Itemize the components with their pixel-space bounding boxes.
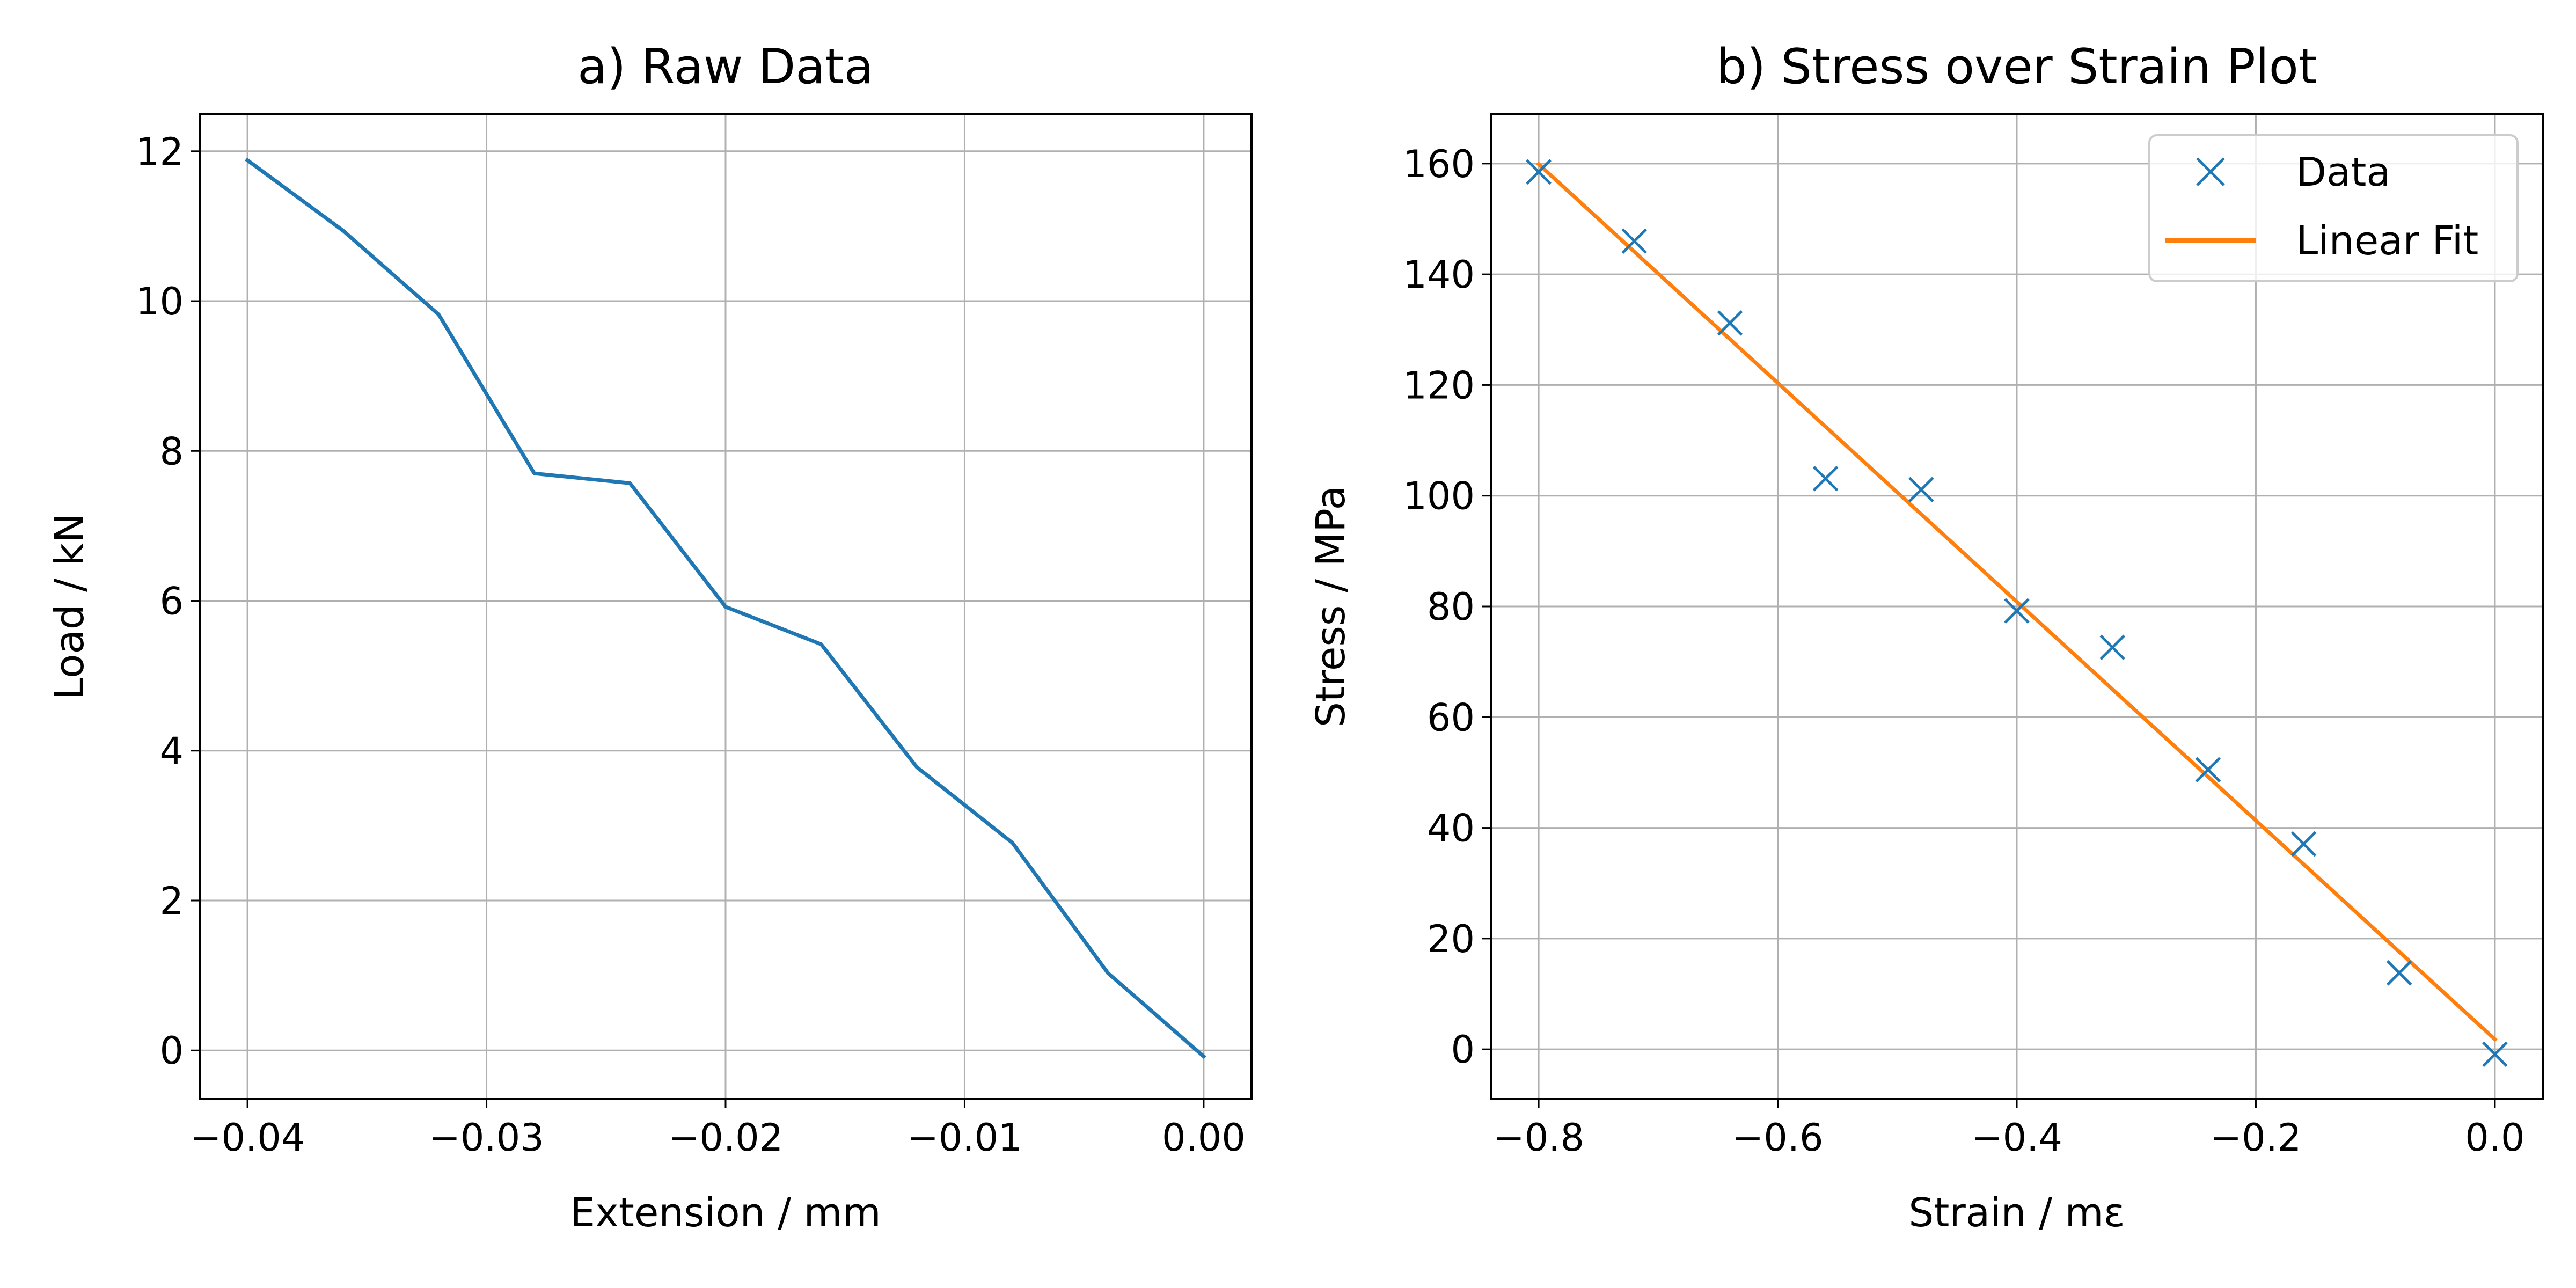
- y-tick-label: 10: [136, 280, 184, 324]
- legend-box: [2148, 134, 2519, 282]
- y-tick-label: 80: [1427, 585, 1475, 629]
- series-stress-strain: [1526, 159, 2508, 1067]
- y-tick-label: 100: [1403, 474, 1475, 518]
- x-tick-label: −0.03: [429, 1116, 544, 1160]
- ticks-stress-strain: −0.8 −0.6 −0.4 −0.2 0.0 0 20 40 60 80 100 120 140 160: [1403, 142, 2524, 1160]
- legend: Data Linear Fit: [2148, 134, 2519, 282]
- x-tick-label: −0.2: [2210, 1116, 2301, 1160]
- x-tick-label: −0.04: [190, 1116, 305, 1160]
- y-tick-label: 60: [1427, 696, 1475, 740]
- y-tick-label: 160: [1403, 142, 1475, 186]
- data-point-marker: [2195, 757, 2221, 783]
- y-tick-label: 2: [159, 879, 184, 923]
- chart-title-raw-data: a) Raw Data: [577, 39, 874, 95]
- x-tick-label: 0.00: [1162, 1116, 1246, 1160]
- data-point-marker: [2290, 831, 2317, 857]
- series-line-linear-fit: [1536, 161, 2498, 1042]
- y-tick-label: 12: [136, 130, 184, 174]
- legend-data-marker: [2196, 157, 2225, 186]
- x-tick-label: −0.01: [907, 1116, 1022, 1160]
- x-tick-label: −0.8: [1493, 1116, 1584, 1160]
- y-axis-label-raw-data: Load / kN: [47, 513, 93, 700]
- y-tick-label: 40: [1427, 807, 1475, 851]
- y-tick-label: 8: [159, 429, 184, 473]
- data-point-marker: [1908, 477, 1934, 503]
- x-tick-label: 0.0: [2465, 1116, 2524, 1160]
- data-point-marker: [2386, 960, 2412, 986]
- chart-title-stress-strain: b) Stress over Strain Plot: [1716, 39, 2317, 95]
- data-point-marker: [2482, 1041, 2508, 1067]
- y-tick-label: 0: [159, 1029, 184, 1073]
- y-tick-label: 6: [159, 580, 184, 624]
- y-tick-label: 20: [1427, 917, 1475, 961]
- data-point-marker: [1621, 228, 1648, 254]
- panel-raw-data: −0.04 −0.03 −0.02 −0.01 0.00 0 2 4 6 8 10 12 a) Raw…: [47, 39, 1253, 1236]
- x-tick-label: −0.02: [668, 1116, 784, 1160]
- y-tick-label: 4: [159, 729, 184, 773]
- y-axis-label-stress-strain: Stress / MPa: [1308, 486, 1354, 727]
- series-line-raw-data: [245, 157, 1206, 1059]
- x-axis-label-raw-data: Extension / mm: [570, 1190, 881, 1236]
- x-tick-label: −0.4: [1971, 1116, 2062, 1160]
- series-raw-data: [245, 157, 1206, 1059]
- y-tick-label: 140: [1403, 253, 1475, 297]
- data-point-marker: [1717, 310, 1743, 336]
- legend-label-data: Data: [2296, 149, 2391, 195]
- x-axis-label-stress-strain: Strain / mε: [1908, 1190, 2125, 1236]
- data-point-marker: [2004, 598, 2030, 624]
- y-tick-label: 120: [1403, 363, 1475, 407]
- panel-stress-strain: −0.8 −0.6 −0.4 −0.2 0.0 0 20 40 60 80 100 120 140 160…: [1308, 39, 2544, 1236]
- data-point-marker: [2099, 634, 2125, 661]
- x-tick-label: −0.6: [1732, 1116, 1824, 1160]
- data-point-marker: [1812, 465, 1839, 492]
- y-tick-label: 0: [1451, 1028, 1475, 1072]
- ticks-raw-data: −0.04 −0.03 −0.02 −0.01 0.00 0 2 4 6 8 10 12: [136, 130, 1246, 1160]
- data-point-marker: [1526, 159, 1552, 185]
- legend-label-linear-fit: Linear Fit: [2296, 218, 2478, 264]
